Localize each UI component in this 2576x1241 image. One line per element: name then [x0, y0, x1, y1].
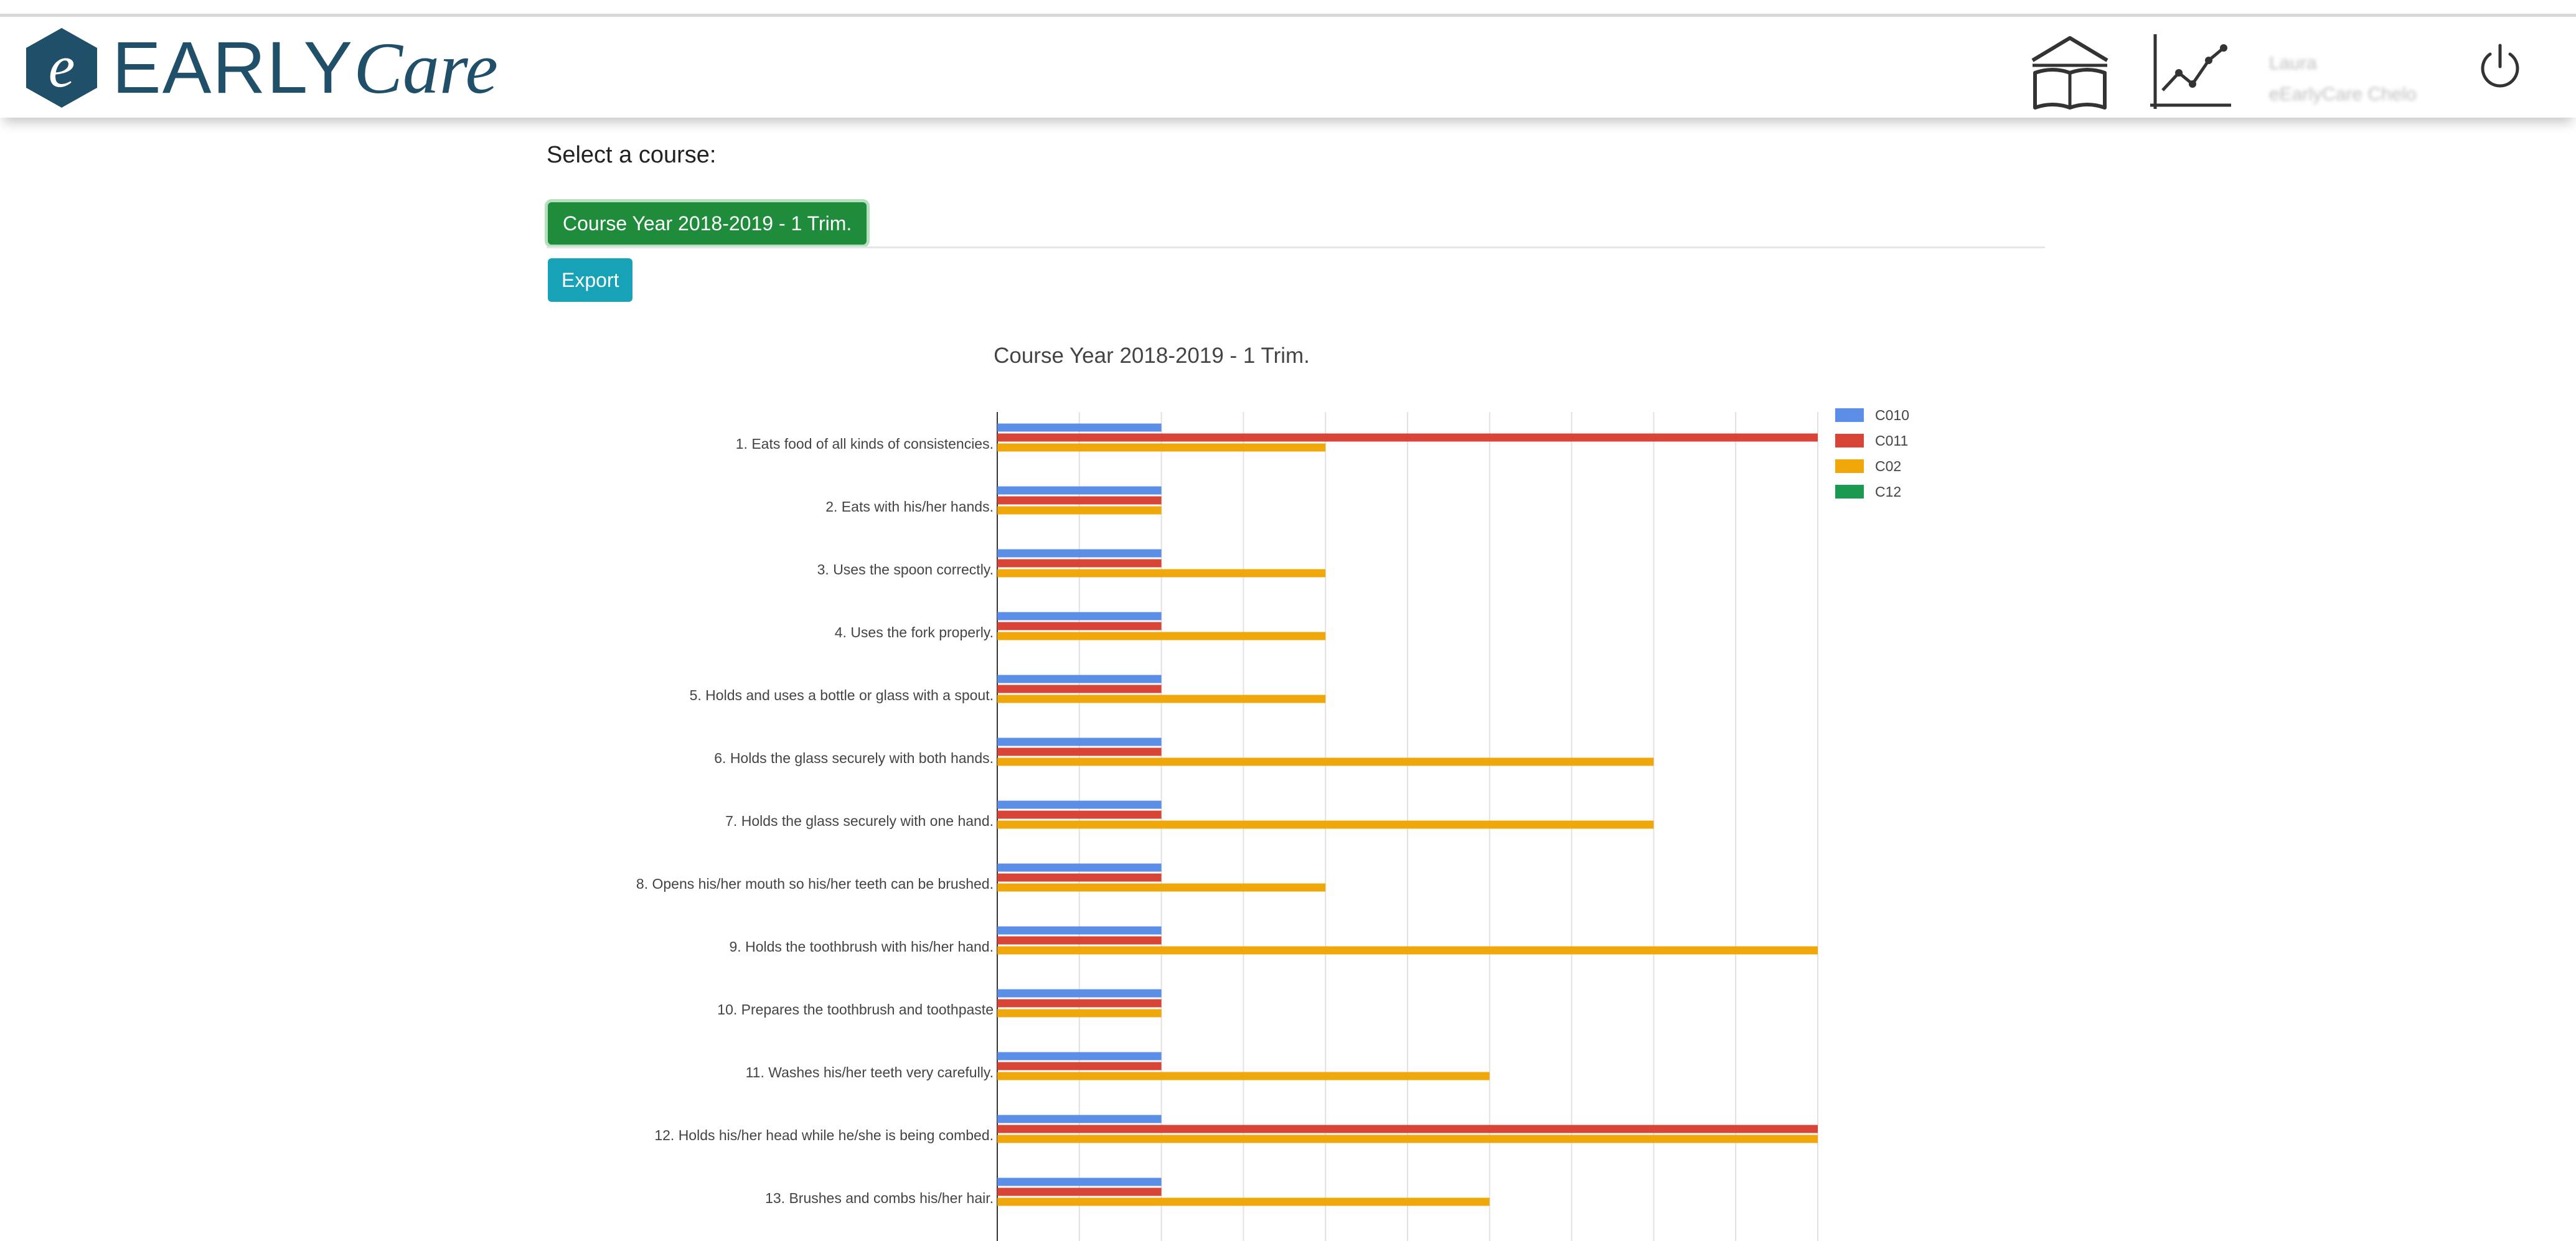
bar-c011[interactable] — [997, 747, 1162, 756]
select-course-label: Select a course: — [547, 142, 717, 168]
legend-swatch — [1835, 434, 1864, 447]
statistics-chart-icon[interactable] — [2146, 29, 2234, 119]
bar-c010[interactable] — [997, 1052, 1162, 1061]
bar-c02[interactable] — [997, 506, 1162, 515]
category-label: 8. Opens his/her mouth so his/her teeth … — [636, 876, 994, 892]
bar-c011[interactable] — [997, 873, 1162, 882]
brand-suffix: Care — [354, 27, 498, 109]
bar-c011[interactable] — [997, 685, 1162, 693]
bar-c011[interactable] — [997, 1187, 1162, 1196]
bar-c010[interactable] — [997, 675, 1162, 683]
bar-c02[interactable] — [997, 569, 1326, 578]
category-label: 12. Holds his/her head while he/she is b… — [654, 1127, 994, 1143]
bar-c010[interactable] — [997, 1115, 1162, 1123]
bar-c011[interactable] — [997, 936, 1162, 945]
bar-c02[interactable] — [997, 1072, 1490, 1080]
top-border — [0, 14, 2576, 17]
bar-c011[interactable] — [997, 810, 1162, 819]
bar-c02[interactable] — [997, 1009, 1162, 1018]
category-label: 2. Eats with his/her hands. — [825, 499, 994, 515]
bar-c02[interactable] — [997, 883, 1326, 892]
legend-label: C12 — [1875, 484, 1901, 500]
user-info[interactable]: Laura eEarlyCare Chelo — [2269, 35, 2456, 110]
bar-c02[interactable] — [997, 695, 1326, 703]
legend-swatch — [1835, 459, 1864, 473]
bar-c010[interactable] — [997, 1178, 1162, 1186]
legend-swatch — [1835, 485, 1864, 499]
bar-c011[interactable] — [997, 999, 1162, 1008]
brand-name: EARLYCare — [112, 26, 498, 111]
bar-c010[interactable] — [997, 738, 1162, 746]
bar-c02[interactable] — [997, 1197, 1490, 1206]
category-label: 13. Brushes and combs his/her hair. — [765, 1190, 994, 1206]
brand-prefix: EARLY — [112, 26, 354, 109]
user-organization: eEarlyCare Chelo — [2269, 84, 2417, 105]
category-label: 5. Holds and uses a bottle or glass with… — [690, 687, 994, 703]
bar-c010[interactable] — [997, 800, 1162, 809]
bar-c010[interactable] — [997, 423, 1162, 432]
bar-c010[interactable] — [997, 926, 1162, 935]
bar-c011[interactable] — [997, 559, 1162, 568]
course-select-button[interactable]: Course Year 2018-2019 - 1 Trim. — [548, 202, 867, 245]
bar-c02[interactable] — [997, 820, 1654, 829]
bar-c010[interactable] — [997, 863, 1162, 872]
category-label: 3. Uses the spoon correctly. — [817, 561, 994, 578]
bar-c02[interactable] — [997, 757, 1654, 766]
bar-c02[interactable] — [997, 946, 1818, 955]
hexagon-logo-icon: e — [26, 28, 97, 108]
bar-c010[interactable] — [997, 549, 1162, 558]
bar-c011[interactable] — [997, 622, 1162, 630]
bar-c02[interactable] — [997, 632, 1326, 640]
power-icon[interactable] — [2476, 40, 2524, 97]
export-button[interactable]: Export — [548, 258, 633, 302]
legend-label: C011 — [1875, 433, 1908, 449]
logo-letter: e — [49, 33, 75, 100]
bar-c011[interactable] — [997, 1062, 1162, 1070]
category-label: 11. Washes his/her teeth very carefully. — [746, 1064, 994, 1080]
category-label: 7. Holds the glass securely with one han… — [725, 813, 994, 829]
app-header: e EARLYCare Laura eEarlyCare Chelo — [0, 17, 2576, 118]
legend-label: C010 — [1875, 407, 1909, 423]
category-label: 6. Holds the glass securely with both ha… — [714, 750, 994, 766]
brand-logo[interactable]: e EARLYCare — [22, 24, 498, 111]
bar-c011[interactable] — [997, 433, 1818, 442]
category-label: 4. Uses the fork properly. — [835, 624, 994, 640]
bar-c02[interactable] — [997, 443, 1326, 452]
bar-c02[interactable] — [997, 1135, 1818, 1143]
bar-c011[interactable] — [997, 496, 1162, 505]
library-book-icon[interactable] — [2026, 28, 2113, 118]
bar-c010[interactable] — [997, 989, 1162, 998]
section-divider — [547, 246, 2045, 248]
bar-c010[interactable] — [997, 486, 1162, 495]
bar-c010[interactable] — [997, 612, 1162, 620]
category-label: 9. Holds the toothbrush with his/her han… — [730, 939, 994, 955]
user-name: Laura — [2269, 53, 2317, 73]
legend-swatch — [1835, 408, 1864, 422]
chart-title: Course Year 2018-2019 - 1 Trim. — [994, 344, 1310, 368]
category-label: 1. Eats food of all kinds of consistenci… — [736, 436, 994, 452]
legend-label: C02 — [1875, 458, 1901, 474]
bar-c011[interactable] — [997, 1125, 1818, 1133]
category-label: 10. Prepares the toothbrush and toothpas… — [717, 1001, 994, 1018]
